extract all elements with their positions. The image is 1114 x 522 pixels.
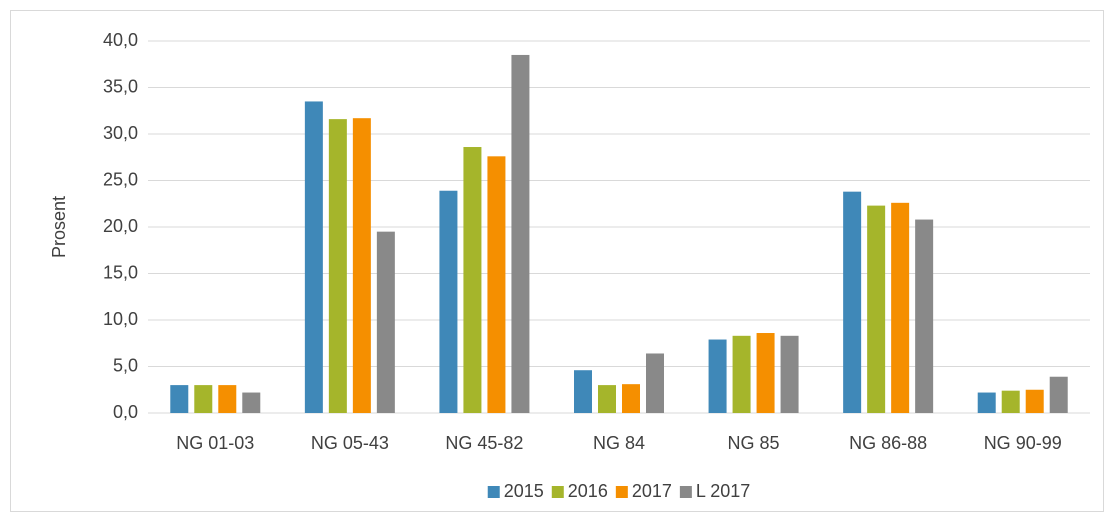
legend-label: 2016 <box>568 481 608 501</box>
chart-frame <box>10 10 1104 512</box>
bar <box>891 202 910 413</box>
bar <box>574 370 592 413</box>
bar <box>328 119 347 414</box>
bar <box>463 147 482 413</box>
y-axis-label: Prosent <box>49 196 69 258</box>
bar <box>376 231 395 413</box>
bar <box>511 54 530 413</box>
y-tick-label: 30,0 <box>103 123 138 143</box>
legend-swatch <box>487 486 500 498</box>
y-tick-label: 25,0 <box>103 169 138 189</box>
bar <box>487 156 506 413</box>
y-tick-label: 15,0 <box>103 262 138 282</box>
bar <box>732 335 751 413</box>
legend-label: 2017 <box>632 481 672 501</box>
bar <box>598 385 616 413</box>
y-tick-label: 40,0 <box>103 30 138 50</box>
bar <box>1049 376 1068 413</box>
x-tick-label: NG 01-03 <box>176 433 254 453</box>
bar <box>915 219 934 413</box>
bar <box>867 205 886 413</box>
legend-label: 2015 <box>504 481 544 501</box>
bar <box>622 384 640 413</box>
bar <box>194 385 213 413</box>
x-tick-label: NG 05-43 <box>311 433 389 453</box>
x-tick-label: NG 85 <box>728 433 780 453</box>
y-tick-label: 20,0 <box>103 216 138 236</box>
x-tick-label: NG 84 <box>593 433 645 453</box>
legend-label: L 2017 <box>696 481 750 501</box>
bar <box>1001 390 1020 413</box>
bar <box>708 339 727 413</box>
y-tick-label: 10,0 <box>103 309 138 329</box>
bar <box>780 335 799 413</box>
bar <box>756 333 775 413</box>
x-tick-label: NG 86-88 <box>849 433 927 453</box>
bar <box>977 392 996 413</box>
legend-swatch <box>551 486 564 498</box>
bar <box>843 191 862 413</box>
bar <box>170 385 189 413</box>
y-tick-label: 35,0 <box>103 76 138 96</box>
bar <box>242 392 261 413</box>
x-tick-label: NG 90-99 <box>984 433 1062 453</box>
y-tick-label: 5,0 <box>113 355 138 375</box>
bar <box>218 385 237 413</box>
y-tick-label: 0,0 <box>113 402 138 422</box>
bar <box>1025 389 1044 413</box>
bar <box>439 190 458 413</box>
bar <box>304 101 323 413</box>
legend-swatch <box>615 486 628 498</box>
x-tick-label: NG 45-82 <box>445 433 523 453</box>
bar <box>352 118 371 413</box>
bar <box>646 353 664 413</box>
legend-swatch <box>679 486 692 498</box>
